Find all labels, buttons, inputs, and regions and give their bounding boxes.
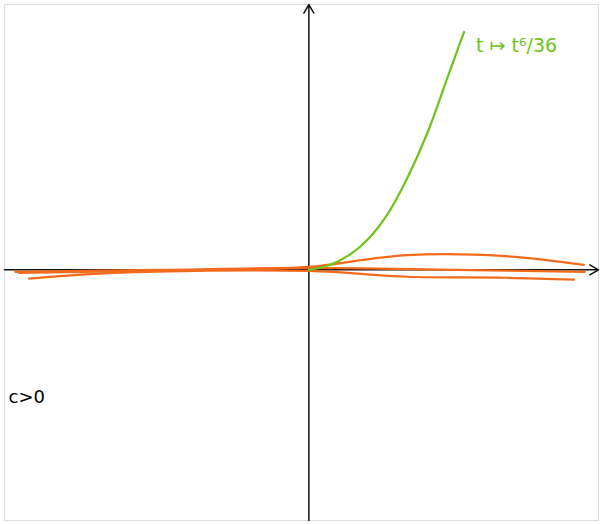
svg-text:c>0: c>0: [9, 386, 45, 407]
svg-text:t ↦ t⁶/36: t ↦ t⁶/36: [476, 34, 557, 56]
